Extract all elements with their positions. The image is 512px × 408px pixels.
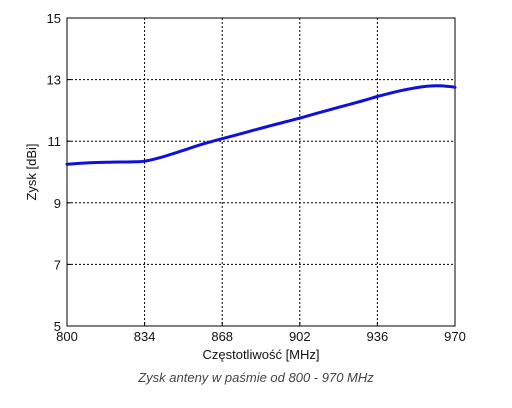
grid [67, 18, 455, 326]
y-tick-label: 13 [47, 73, 61, 88]
x-tick-label: 936 [367, 329, 389, 344]
y-axis-label: Zysk [dBi] [24, 143, 39, 200]
y-tick-label: 15 [47, 11, 61, 26]
x-tick-label: 970 [444, 329, 466, 344]
gain-series-line [65, 84, 457, 166]
y-tick-label: 9 [54, 196, 61, 211]
x-axis-ticks: 800 834 868 902 936 970 [56, 322, 466, 344]
x-tick-label: 834 [134, 329, 156, 344]
y-axis-ticks: 5 7 9 11 13 15 [47, 11, 71, 334]
y-tick-label: 7 [54, 257, 61, 272]
y-tick-label: 5 [54, 319, 61, 334]
y-tick-label: 11 [48, 134, 62, 149]
x-tick-label: 902 [289, 329, 311, 344]
x-tick-label: 800 [56, 329, 78, 344]
x-axis-label: Częstotliwość [MHz] [202, 347, 319, 362]
plot-frame [66, 17, 456, 327]
figure-caption: Zysk anteny w paśmie od 800 - 970 MHz [138, 370, 374, 385]
x-tick-label: 868 [211, 329, 233, 344]
